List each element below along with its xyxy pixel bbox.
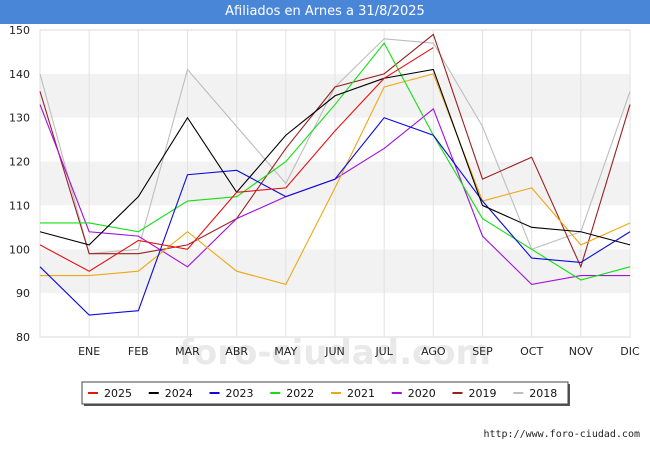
- legend-label-2022: 2022: [286, 387, 314, 400]
- x-tick-label: JUL: [374, 345, 393, 358]
- series-line-2019: [39, 33, 631, 269]
- x-gridlines: [39, 30, 631, 337]
- y-axis-ticks: 80 90 100 110 120 130 140 150: [9, 24, 30, 344]
- line-chart: foro-ciudad.com 80 90 100 110 120 130 140 150 E…: [9, 24, 640, 406]
- y-tick-label: 130: [9, 112, 30, 125]
- series-line-2025: [39, 47, 434, 272]
- y-tick-label: 140: [9, 68, 30, 81]
- y-tick-label: 150: [9, 24, 30, 37]
- x-tick-label: FEB: [128, 345, 149, 358]
- legend: 2025 2024 2023 2022 2021 2020 2019 2018: [81, 381, 570, 406]
- legend-label-2021: 2021: [347, 387, 375, 400]
- series-line-2024: [39, 68, 631, 246]
- x-tick-label: DIC: [620, 345, 640, 358]
- legend-label-2025: 2025: [104, 387, 132, 400]
- legend-box: [81, 381, 569, 405]
- series-line-2022: [40, 42, 631, 281]
- x-axis-ticks: ENE FEB MAR ABR MAY JUN JUL AGO SEP OCT NOV DIC: [78, 345, 640, 358]
- legend-label-2019: 2019: [469, 387, 497, 400]
- y-tick-label: 120: [9, 156, 30, 169]
- x-tick-label: MAR: [175, 345, 200, 358]
- watermark: foro-ciudad.com: [179, 333, 491, 373]
- chart-title: Afiliados en Arnes a 31/8/2025: [0, 0, 650, 24]
- x-tick-label: JUN: [324, 345, 345, 358]
- legend-label-2024: 2024: [165, 387, 193, 400]
- y-tick-label: 100: [9, 243, 30, 256]
- legend-label-2023: 2023: [226, 387, 254, 400]
- y-tick-label: 110: [9, 199, 30, 212]
- x-tick-label: OCT: [520, 345, 543, 358]
- legend-label-2020: 2020: [408, 387, 436, 400]
- x-tick-label: ENE: [78, 345, 100, 358]
- series-lines: [39, 33, 631, 316]
- x-tick-label: NOV: [569, 345, 594, 358]
- source-credit[interactable]: http://www.foro-ciudad.com: [483, 429, 640, 440]
- series-line-2023: [39, 117, 631, 316]
- x-tick-label: MAY: [274, 345, 297, 358]
- y-tick-label: 80: [16, 331, 30, 344]
- x-tick-label: ABR: [225, 345, 248, 358]
- legend-label-2018: 2018: [529, 387, 557, 400]
- x-tick-label: SEP: [472, 345, 493, 358]
- y-tick-label: 90: [16, 287, 30, 300]
- series-line-2021: [40, 73, 631, 286]
- x-tick-label: AGO: [421, 345, 446, 358]
